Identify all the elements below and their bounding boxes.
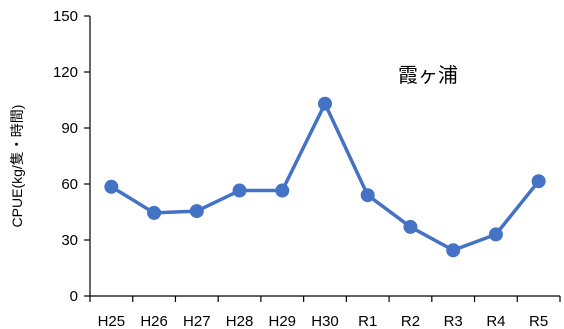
data-point [189, 204, 204, 219]
y-tick-label: 60 [61, 176, 78, 193]
data-point [104, 179, 119, 194]
y-axis-ticks: 0 30 60 90 120 150 [53, 8, 90, 305]
y-tick-label: 30 [61, 232, 78, 249]
data-point [275, 183, 290, 198]
x-tick-label: H29 [269, 313, 297, 329]
x-tick-label: H30 [311, 313, 339, 329]
y-tick-label: 150 [53, 8, 78, 25]
x-tick-label: H26 [140, 313, 168, 329]
y-tick-label: 120 [53, 64, 78, 81]
x-tick-label: R5 [529, 313, 548, 329]
y-axis-title: CPUE(kg/隻・時間) [9, 105, 25, 228]
data-point [446, 243, 461, 258]
x-tick-label: H25 [98, 313, 126, 329]
series-group [104, 96, 546, 258]
data-point [318, 96, 332, 111]
x-tick-label: R3 [444, 313, 463, 329]
x-tick-label: H28 [226, 313, 254, 329]
x-axis-ticks: H25 H26 H27 H28 H29 H30 R1 R2 R3 R4 R5 [89, 296, 561, 329]
chart-annotation: 霞ヶ浦 [398, 63, 458, 87]
series-line [110, 101, 541, 253]
x-tick-label: R4 [486, 313, 505, 329]
data-point [531, 174, 546, 189]
x-tick-label: H27 [183, 313, 211, 329]
axes [89, 16, 560, 297]
x-tick-label: R2 [401, 313, 420, 329]
data-point [232, 183, 247, 198]
y-tick-label: 0 [70, 288, 78, 305]
data-point [403, 219, 418, 234]
data-point [488, 227, 503, 242]
data-point [147, 205, 162, 220]
y-tick-label: 90 [61, 120, 78, 137]
data-point [360, 188, 375, 203]
x-tick-label: R1 [358, 313, 377, 329]
